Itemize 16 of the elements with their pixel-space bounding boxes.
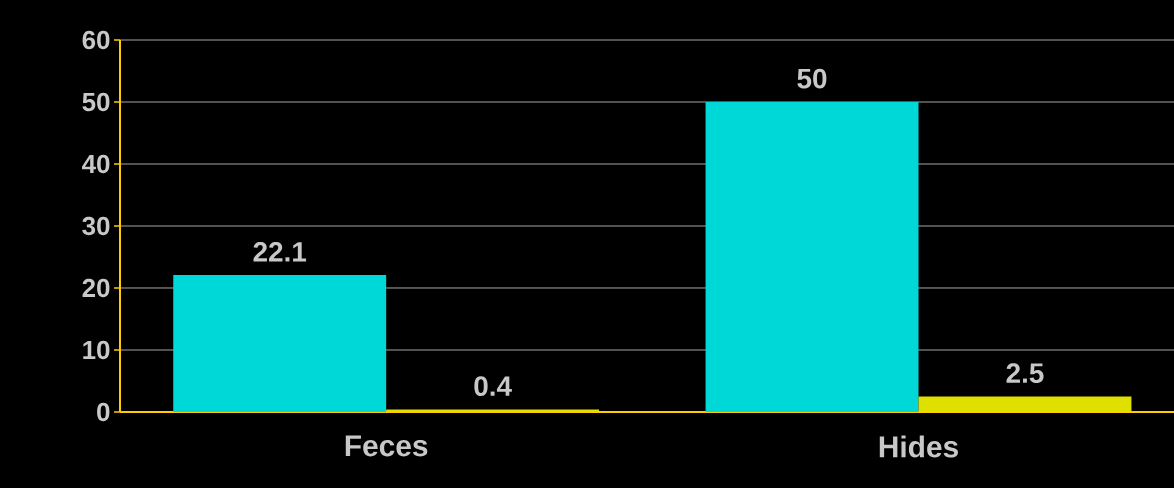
data-label: 50: [797, 68, 827, 89]
y-tick-label: 20: [82, 278, 110, 298]
y-tick-label: 40: [82, 154, 110, 174]
data-label: 22.1: [253, 241, 307, 262]
y-tick-label: 60: [82, 30, 110, 50]
bar: [705, 102, 919, 412]
data-label: 0.4: [474, 376, 512, 396]
bar: [173, 274, 387, 412]
bar: [918, 396, 1132, 412]
x-tick-label: Feces: [345, 435, 428, 457]
y-tick-label: 0: [97, 402, 110, 422]
data-label: 2.5: [1006, 363, 1044, 383]
y-tick-label: 50: [82, 92, 110, 112]
y-tick-label: 10: [83, 340, 110, 360]
x-tick-label: Hides: [879, 435, 958, 458]
y-tick-label: 30: [82, 216, 110, 236]
